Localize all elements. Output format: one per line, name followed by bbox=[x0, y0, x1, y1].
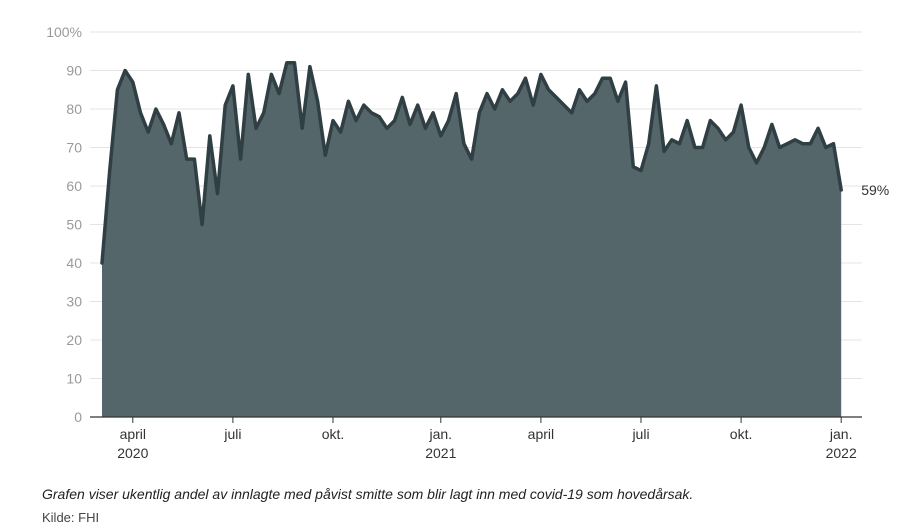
series-area: 59% bbox=[100, 61, 889, 418]
x-tick-year: 2020 bbox=[117, 445, 148, 461]
y-tick-label: 80 bbox=[66, 101, 82, 117]
x-tick-label: okt. bbox=[322, 426, 345, 442]
y-tick-label: 50 bbox=[66, 217, 82, 233]
y-tick-label: 90 bbox=[66, 63, 82, 79]
x-tick-label: jan. bbox=[429, 426, 453, 442]
x-tick-label: okt. bbox=[730, 426, 753, 442]
series-line bbox=[100, 61, 843, 265]
y-tick-label: 30 bbox=[66, 294, 82, 310]
y-tick-label: 10 bbox=[66, 371, 82, 387]
x-tick-label: juli bbox=[223, 426, 241, 442]
area-fill bbox=[102, 62, 842, 418]
x-axis: april 2020 juli okt. jan. 2021 april juli okt. ja… bbox=[90, 416, 862, 461]
chart-source: Kilde: FHI bbox=[42, 510, 100, 525]
y-tick-label: 40 bbox=[66, 255, 82, 271]
y-tick-label: 60 bbox=[66, 178, 82, 194]
x-tick-label: jan. bbox=[829, 426, 853, 442]
y-tick-label: 70 bbox=[66, 140, 82, 156]
y-axis: 0 10 20 30 40 50 60 70 80 90 100% bbox=[46, 24, 82, 425]
x-tick-year: 2021 bbox=[425, 445, 456, 461]
x-tick-label: april bbox=[120, 426, 146, 442]
chart: 59% 0 10 20 30 40 50 60 70 80 90 100% april 2020 jul… bbox=[46, 24, 889, 461]
y-tick-label: 100% bbox=[46, 24, 82, 40]
x-tick-label: april bbox=[528, 426, 554, 442]
end-value-label: 59% bbox=[861, 182, 889, 198]
x-tick-year: 2022 bbox=[826, 445, 857, 461]
x-tick-label: juli bbox=[631, 426, 649, 442]
y-tick-label: 20 bbox=[66, 332, 82, 348]
y-tick-label: 0 bbox=[74, 409, 82, 425]
chart-caption: Grafen viser ukentlig andel av innlagte … bbox=[42, 486, 694, 502]
